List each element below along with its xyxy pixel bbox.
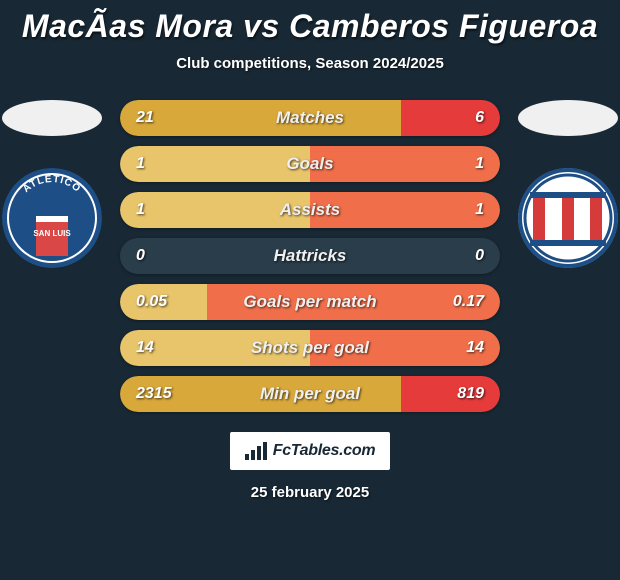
stat-value-left: 2315 [136,385,196,403]
stat-row: 21Matches6 [120,100,500,136]
stat-value-right: 14 [424,339,484,357]
comparison-card: MacÃ­as Mora vs Camberos Figueroa Club c… [0,0,620,580]
stat-value-left: 0 [136,247,196,265]
stat-value-right: 0.17 [424,293,484,311]
footer-date: 25 february 2025 [251,484,369,501]
page-title: MacÃ­as Mora vs Camberos Figueroa [22,8,598,45]
stat-row: 1Assists1 [120,192,500,228]
stat-row: 2315Min per goal819 [120,376,500,412]
stat-label: Hattricks [196,246,424,266]
club-right-badge[interactable] [518,168,618,268]
stats-list: 21Matches61Goals11Assists10Hattricks00.0… [120,100,500,412]
stat-label: Shots per goal [196,338,424,358]
player-right-placeholder [518,100,618,136]
stat-row: 0.05Goals per match0.17 [120,284,500,320]
stat-value-right: 1 [424,201,484,219]
club-right-badge-svg [518,168,618,268]
stat-value-right: 0 [424,247,484,265]
stat-row: 14Shots per goal14 [120,330,500,366]
stat-value-left: 21 [136,109,196,127]
stat-value-left: 14 [136,339,196,357]
stat-value-right: 1 [424,155,484,173]
stat-value-left: 0.05 [136,293,196,311]
club-right-column [518,100,618,268]
stat-label: Matches [196,108,424,128]
stat-value-right: 6 [424,109,484,127]
stat-label: Assists [196,200,424,220]
stat-value-right: 819 [424,385,484,403]
stat-value-left: 1 [136,201,196,219]
stat-value-left: 1 [136,155,196,173]
stat-label: Goals per match [196,292,424,312]
player-left-placeholder [2,100,102,136]
club-left-column: ATLÉTICO SAN LUIS [2,100,102,268]
site-logo[interactable]: FcTables.com [230,432,390,470]
club-left-badge-svg: ATLÉTICO SAN LUIS [2,168,102,268]
svg-text:SAN LUIS: SAN LUIS [33,229,71,238]
chart-icon [245,442,267,460]
stat-label: Goals [196,154,424,174]
site-name: FcTables.com [273,442,376,460]
stat-row: 0Hattricks0 [120,238,500,274]
club-left-badge[interactable]: ATLÉTICO SAN LUIS [2,168,102,268]
stat-row: 1Goals1 [120,146,500,182]
subtitle: Club competitions, Season 2024/2025 [176,55,444,72]
main-row: ATLÉTICO SAN LUIS 21Matches61Goals11Assi… [0,100,620,412]
stat-label: Min per goal [196,384,424,404]
